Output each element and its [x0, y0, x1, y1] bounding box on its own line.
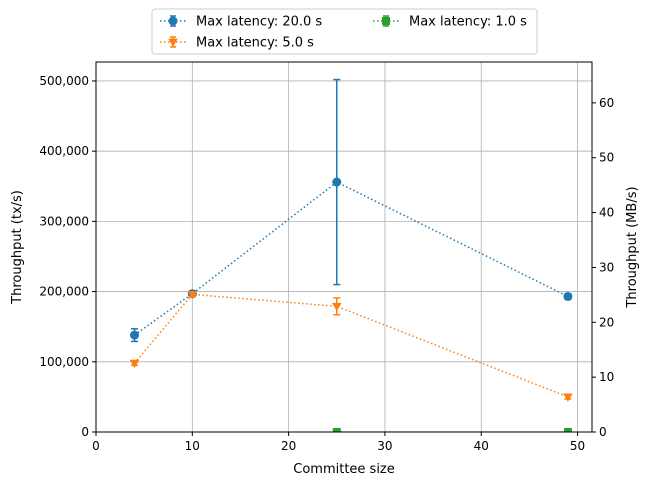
data-point [130, 330, 140, 340]
y2-tick-label: 10 [599, 370, 614, 384]
data-point [331, 302, 342, 312]
y-tick-label: 400,000 [39, 144, 89, 158]
series-group [130, 78, 573, 343]
series-group [332, 428, 572, 432]
x-axis-label: Committee size [293, 462, 395, 477]
x-tick-label: 50 [570, 439, 585, 453]
y2-tick-label: 0 [599, 425, 607, 439]
x-tick-label: 30 [377, 439, 392, 453]
x-tick-label: 20 [281, 439, 296, 453]
plot-frame [95, 61, 593, 433]
y2-tick-label: 30 [599, 260, 614, 274]
legend: Max latency: 20.0 s Max latency: 5.0 s Max… [151, 8, 538, 55]
y-tick-label: 200,000 [39, 285, 89, 299]
series-group [129, 290, 573, 402]
legend-marker [168, 16, 178, 26]
y2-axis-label: Throughput (MB/s) [625, 186, 640, 308]
y-tick-label: 500,000 [39, 74, 89, 88]
series-line [133, 293, 569, 398]
y-tick-label: 100,000 [39, 355, 89, 369]
y-tick-label: 0 [81, 425, 89, 439]
legend-label: Max latency: 1.0 s [409, 15, 527, 30]
legend-entry: Max latency: 20.0 s [160, 15, 322, 30]
axes: 0 10 20 30 40 50 0 100,000 200,000 300,000 400,000… [39, 74, 614, 453]
data-point [332, 177, 342, 187]
y2-tick-label: 60 [599, 96, 614, 110]
legend-label: Max latency: 20.0 s [196, 15, 322, 30]
legend-marker [382, 17, 390, 25]
legend-marker [168, 38, 178, 47]
y-axis-label: Throughput (tx/s) [10, 190, 25, 305]
y2-tick-label: 50 [599, 151, 614, 165]
legend-label: Max latency: 5.0 s [196, 36, 314, 51]
legend-entry: Max latency: 5.0 s [160, 36, 314, 51]
y2-tick-label: 20 [599, 315, 614, 329]
legend-entry: Max latency: 1.0 s [373, 15, 527, 30]
data-point [332, 428, 341, 432]
data-point [563, 291, 573, 301]
x-tick-label: 0 [92, 439, 100, 453]
legend-frame [151, 8, 538, 55]
data-point [563, 393, 573, 402]
data-point [563, 428, 572, 432]
x-tick-label: 10 [185, 439, 200, 453]
series-line [134, 181, 569, 336]
y2-tick-label: 40 [599, 206, 614, 220]
x-tick-label: 40 [474, 439, 489, 453]
data-point [187, 290, 198, 300]
y-tick-label: 300,000 [39, 214, 89, 228]
series-layer [129, 78, 573, 432]
data-point [129, 359, 140, 368]
